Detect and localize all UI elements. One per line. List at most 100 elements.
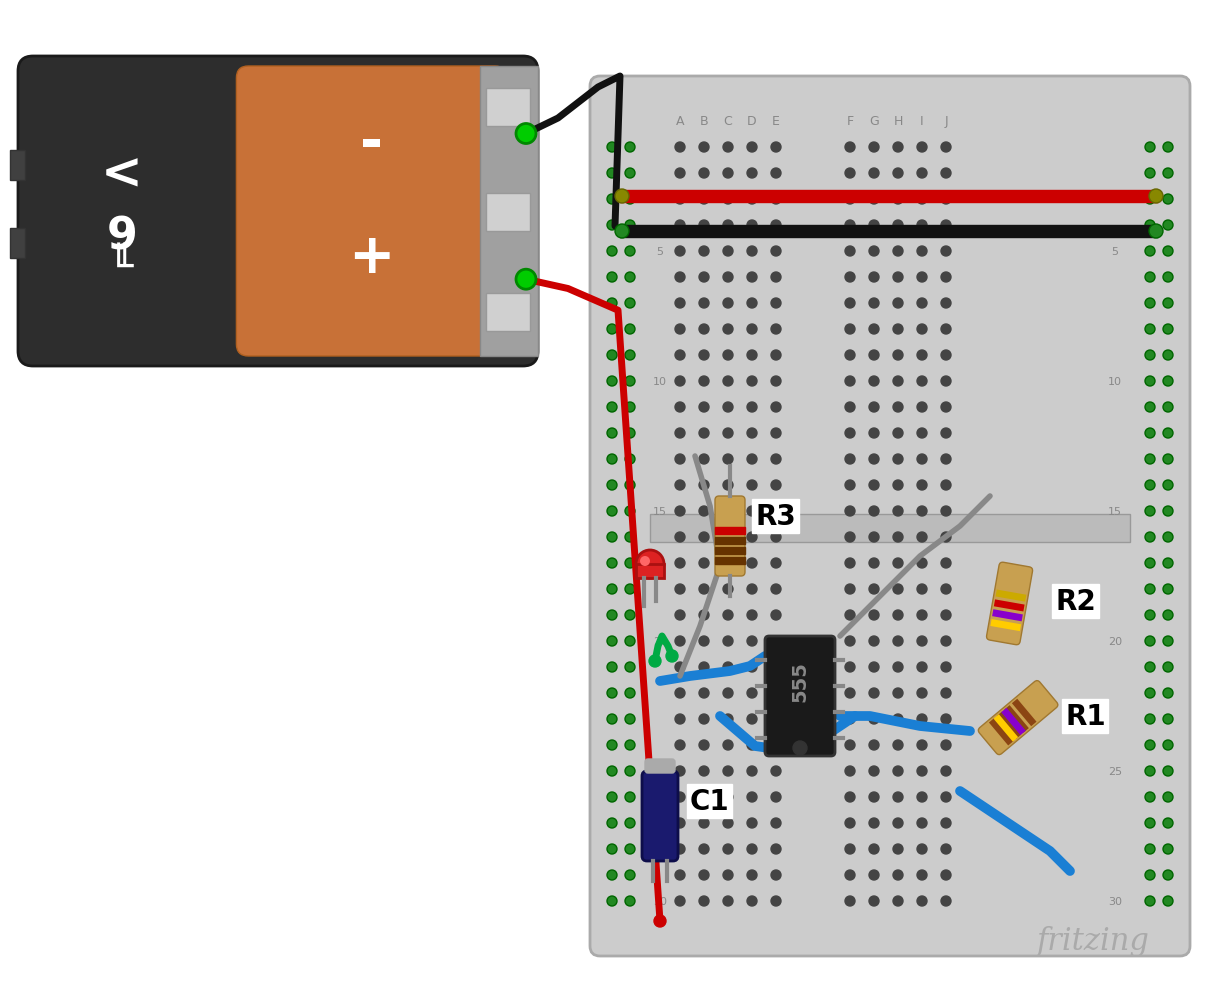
Circle shape bbox=[941, 663, 952, 672]
Circle shape bbox=[892, 688, 903, 698]
Circle shape bbox=[699, 507, 709, 517]
Circle shape bbox=[724, 507, 733, 517]
Circle shape bbox=[870, 532, 879, 542]
FancyBboxPatch shape bbox=[590, 77, 1190, 956]
Circle shape bbox=[724, 844, 733, 854]
Circle shape bbox=[747, 896, 757, 906]
Circle shape bbox=[724, 221, 733, 231]
Circle shape bbox=[845, 740, 855, 750]
Circle shape bbox=[892, 455, 903, 464]
Circle shape bbox=[941, 351, 952, 361]
Circle shape bbox=[625, 558, 636, 568]
Circle shape bbox=[941, 792, 952, 803]
Circle shape bbox=[516, 124, 535, 144]
Circle shape bbox=[724, 351, 733, 361]
Circle shape bbox=[607, 221, 617, 231]
Circle shape bbox=[607, 402, 617, 412]
Circle shape bbox=[771, 402, 781, 412]
Circle shape bbox=[699, 766, 709, 776]
Circle shape bbox=[699, 585, 709, 595]
Text: I: I bbox=[920, 115, 924, 128]
Circle shape bbox=[607, 896, 617, 906]
Circle shape bbox=[675, 351, 685, 361]
Circle shape bbox=[771, 532, 781, 542]
Circle shape bbox=[607, 585, 617, 595]
Circle shape bbox=[747, 663, 757, 672]
Circle shape bbox=[1163, 663, 1173, 672]
Circle shape bbox=[771, 610, 781, 620]
Circle shape bbox=[870, 558, 879, 568]
Circle shape bbox=[675, 246, 685, 256]
Circle shape bbox=[607, 324, 617, 334]
Text: H: H bbox=[894, 115, 902, 128]
Circle shape bbox=[747, 351, 757, 361]
Circle shape bbox=[870, 169, 879, 178]
Circle shape bbox=[607, 663, 617, 672]
Circle shape bbox=[724, 273, 733, 283]
Circle shape bbox=[625, 844, 636, 854]
Circle shape bbox=[699, 299, 709, 309]
Circle shape bbox=[845, 169, 855, 178]
Text: J: J bbox=[944, 115, 948, 128]
Circle shape bbox=[917, 429, 927, 439]
Circle shape bbox=[615, 225, 630, 239]
Circle shape bbox=[870, 896, 879, 906]
Circle shape bbox=[699, 818, 709, 828]
Circle shape bbox=[771, 714, 781, 725]
Circle shape bbox=[917, 351, 927, 361]
Circle shape bbox=[625, 246, 636, 256]
Circle shape bbox=[607, 870, 617, 880]
Circle shape bbox=[771, 195, 781, 205]
Text: R2: R2 bbox=[1055, 588, 1096, 615]
Bar bbox=[636, 564, 665, 579]
Circle shape bbox=[771, 246, 781, 256]
Bar bbox=[486, 89, 529, 127]
Circle shape bbox=[771, 870, 781, 880]
Circle shape bbox=[675, 402, 685, 412]
Circle shape bbox=[941, 273, 952, 283]
Circle shape bbox=[724, 402, 733, 412]
Circle shape bbox=[699, 324, 709, 334]
Circle shape bbox=[1144, 532, 1155, 542]
Circle shape bbox=[747, 636, 757, 647]
Circle shape bbox=[917, 169, 927, 178]
Circle shape bbox=[747, 870, 757, 880]
FancyBboxPatch shape bbox=[18, 57, 538, 367]
Text: 15: 15 bbox=[652, 507, 667, 517]
Circle shape bbox=[845, 195, 855, 205]
Circle shape bbox=[1149, 225, 1163, 239]
Circle shape bbox=[870, 507, 879, 517]
Circle shape bbox=[917, 480, 927, 490]
Circle shape bbox=[845, 714, 855, 725]
Circle shape bbox=[941, 221, 952, 231]
Circle shape bbox=[870, 246, 879, 256]
Circle shape bbox=[1163, 818, 1173, 828]
Circle shape bbox=[625, 714, 636, 725]
Circle shape bbox=[724, 585, 733, 595]
Circle shape bbox=[917, 324, 927, 334]
Circle shape bbox=[699, 402, 709, 412]
Circle shape bbox=[941, 766, 952, 776]
Circle shape bbox=[747, 740, 757, 750]
Circle shape bbox=[675, 507, 685, 517]
Circle shape bbox=[1144, 351, 1155, 361]
Circle shape bbox=[771, 507, 781, 517]
Circle shape bbox=[917, 273, 927, 283]
FancyBboxPatch shape bbox=[645, 759, 675, 773]
Circle shape bbox=[917, 714, 927, 725]
Bar bbox=[715, 547, 745, 554]
Circle shape bbox=[1163, 299, 1173, 309]
Circle shape bbox=[892, 377, 903, 387]
Circle shape bbox=[845, 558, 855, 568]
Circle shape bbox=[625, 663, 636, 672]
Text: ╙: ╙ bbox=[110, 248, 134, 287]
Circle shape bbox=[1144, 688, 1155, 698]
Circle shape bbox=[675, 299, 685, 309]
Circle shape bbox=[870, 402, 879, 412]
Circle shape bbox=[845, 377, 855, 387]
Circle shape bbox=[699, 844, 709, 854]
Circle shape bbox=[625, 480, 636, 490]
Circle shape bbox=[892, 766, 903, 776]
Circle shape bbox=[747, 273, 757, 283]
Circle shape bbox=[845, 299, 855, 309]
